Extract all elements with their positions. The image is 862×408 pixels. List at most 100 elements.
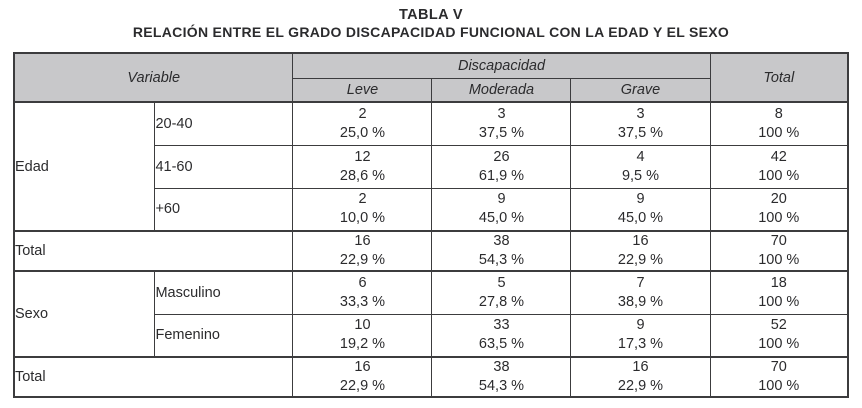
- percent-value: 100 %: [758, 336, 800, 353]
- percent-value: 22,9 %: [339, 378, 386, 394]
- percent-value: 54,3 %: [478, 252, 525, 268]
- percent-value: 25,0 %: [339, 124, 386, 141]
- percent-value: 63,5 %: [478, 336, 525, 353]
- row-group-label-sexo: Sexo: [13, 270, 156, 358]
- data-cell: 38 54,3 %: [431, 230, 572, 272]
- count-value: 16: [354, 359, 371, 375]
- header-moderada: Moderada: [431, 77, 572, 103]
- count-value: 2: [358, 191, 367, 208]
- table-row-sexo-masculino: Sexo Masculino 6 33,3 % 5 27,8 % 7 38,9 …: [13, 270, 849, 358]
- count-value: 70: [770, 233, 787, 249]
- total-row-label: Total: [13, 356, 294, 398]
- percent-value: 17,3 %: [617, 336, 664, 353]
- table-subtitle: RELACIÓN ENTRE EL GRADO DISCAPACIDAD FUN…: [132, 24, 730, 40]
- data-cell: 7 38,9 %: [570, 270, 711, 315]
- percent-value: 22,9 %: [617, 378, 664, 394]
- data-cell: 16 22,9 %: [292, 230, 433, 272]
- category-cell: Masculino: [154, 270, 294, 315]
- category-cell: 41-60: [154, 144, 294, 189]
- data-cell: 16 22,9 %: [570, 230, 711, 272]
- percent-value: 19,2 %: [339, 336, 386, 353]
- table-row-total-edad: Total 16 22,9 % 38 54,3 % 16 22,9 % 70 1…: [13, 230, 849, 272]
- header-total: Total: [709, 52, 849, 103]
- count-value: 26: [493, 148, 510, 165]
- percent-value: 100 %: [758, 124, 800, 141]
- percent-value: 28,6 %: [339, 167, 386, 184]
- percent-value: 38,9 %: [617, 293, 664, 310]
- title-block: TABLA V RELACIÓN ENTRE EL GRADO DISCAPAC…: [0, 0, 862, 41]
- percent-value: 100 %: [758, 252, 800, 268]
- percent-value: 37,5 %: [617, 124, 664, 141]
- count-value: 3: [497, 105, 506, 122]
- data-cell: 16 22,9 %: [570, 356, 711, 398]
- table-row-edad-20-40: Edad 20-40 2 25,0 % 3 37,5 % 3 37,5 % 8 …: [13, 101, 849, 232]
- percent-value: 9,5 %: [621, 167, 660, 184]
- table-row-sexo-femenino: Femenino 10 19,2 % 33 63,5 % 9 17,3 % 52…: [14, 313, 849, 358]
- percent-value: 22,9 %: [339, 252, 386, 268]
- category-cell: Femenino: [154, 313, 294, 358]
- data-cell: 33 63,5 %: [431, 313, 572, 358]
- header-variable: Variable: [13, 52, 294, 103]
- count-value: 16: [632, 233, 649, 249]
- total-cell: 18 100 %: [709, 270, 849, 315]
- total-cell: 8 100 %: [709, 101, 849, 146]
- category-cell: +60: [154, 187, 294, 232]
- data-cell: 6 33,3 %: [292, 270, 433, 315]
- header-row-1: Variable Discapacidad Total: [13, 52, 849, 103]
- table-row-edad-41-60: 41-60 12 28,6 % 26 61,9 % 4 9,5 % 42 100…: [14, 144, 849, 189]
- count-value: 20: [770, 191, 787, 208]
- data-cell: 9 17,3 %: [570, 313, 711, 358]
- header-grave: Grave: [570, 77, 711, 103]
- percent-value: 100 %: [758, 167, 800, 184]
- count-value: 18: [770, 274, 787, 291]
- data-cell: 3 37,5 %: [570, 101, 711, 146]
- count-value: 9: [636, 191, 645, 208]
- row-group-label-edad: Edad: [13, 101, 156, 232]
- data-cell: 38 54,3 %: [431, 356, 572, 398]
- count-value: 16: [632, 359, 649, 375]
- percent-value: 45,0 %: [617, 210, 664, 227]
- percent-value: 37,5 %: [478, 124, 525, 141]
- count-value: 38: [493, 233, 510, 249]
- data-cell: 2 10,0 %: [292, 187, 433, 232]
- count-value: 12: [354, 148, 371, 165]
- percent-value: 100 %: [758, 378, 800, 394]
- data-cell: 26 61,9 %: [431, 144, 572, 189]
- category-cell: 20-40: [154, 101, 294, 146]
- percent-value: 27,8 %: [478, 293, 525, 310]
- total-cell: 70 100 %: [709, 356, 849, 398]
- total-cell: 20 100 %: [709, 187, 849, 232]
- data-cell: 12 28,6 %: [292, 144, 433, 189]
- count-value: 2: [358, 105, 367, 122]
- data-cell: 2 25,0 %: [292, 101, 433, 146]
- data-cell: 9 45,0 %: [570, 187, 711, 232]
- count-value: 70: [770, 359, 787, 375]
- percent-value: 100 %: [758, 210, 800, 227]
- count-value: 4: [636, 148, 645, 165]
- percent-value: 45,0 %: [478, 210, 525, 227]
- percent-value: 22,9 %: [617, 252, 664, 268]
- total-cell: 42 100 %: [709, 144, 849, 189]
- count-value: 7: [636, 274, 645, 291]
- count-value: 6: [358, 274, 367, 291]
- total-row-label: Total: [13, 230, 294, 272]
- data-cell: 10 19,2 %: [292, 313, 433, 358]
- data-cell: 4 9,5 %: [570, 144, 711, 189]
- count-value: 16: [354, 233, 371, 249]
- table-row-total-sexo: Total 16 22,9 % 38 54,3 % 16 22,9 % 70 1…: [13, 356, 849, 398]
- data-cell: 16 22,9 %: [292, 356, 433, 398]
- data-cell: 3 37,5 %: [431, 101, 572, 146]
- count-value: 33: [493, 317, 510, 334]
- count-value: 52: [770, 317, 787, 334]
- percent-value: 33,3 %: [339, 293, 386, 310]
- header-leve: Leve: [292, 77, 433, 103]
- count-value: 5: [497, 274, 506, 291]
- table-header: Variable Discapacidad Total Leve Moderad…: [13, 52, 849, 103]
- count-value: 10: [354, 317, 371, 334]
- count-value: 9: [497, 191, 506, 208]
- data-cell: 5 27,8 %: [431, 270, 572, 315]
- count-value: 42: [770, 148, 787, 165]
- count-value: 8: [774, 105, 783, 122]
- stats-table: Variable Discapacidad Total Leve Moderad…: [12, 52, 850, 398]
